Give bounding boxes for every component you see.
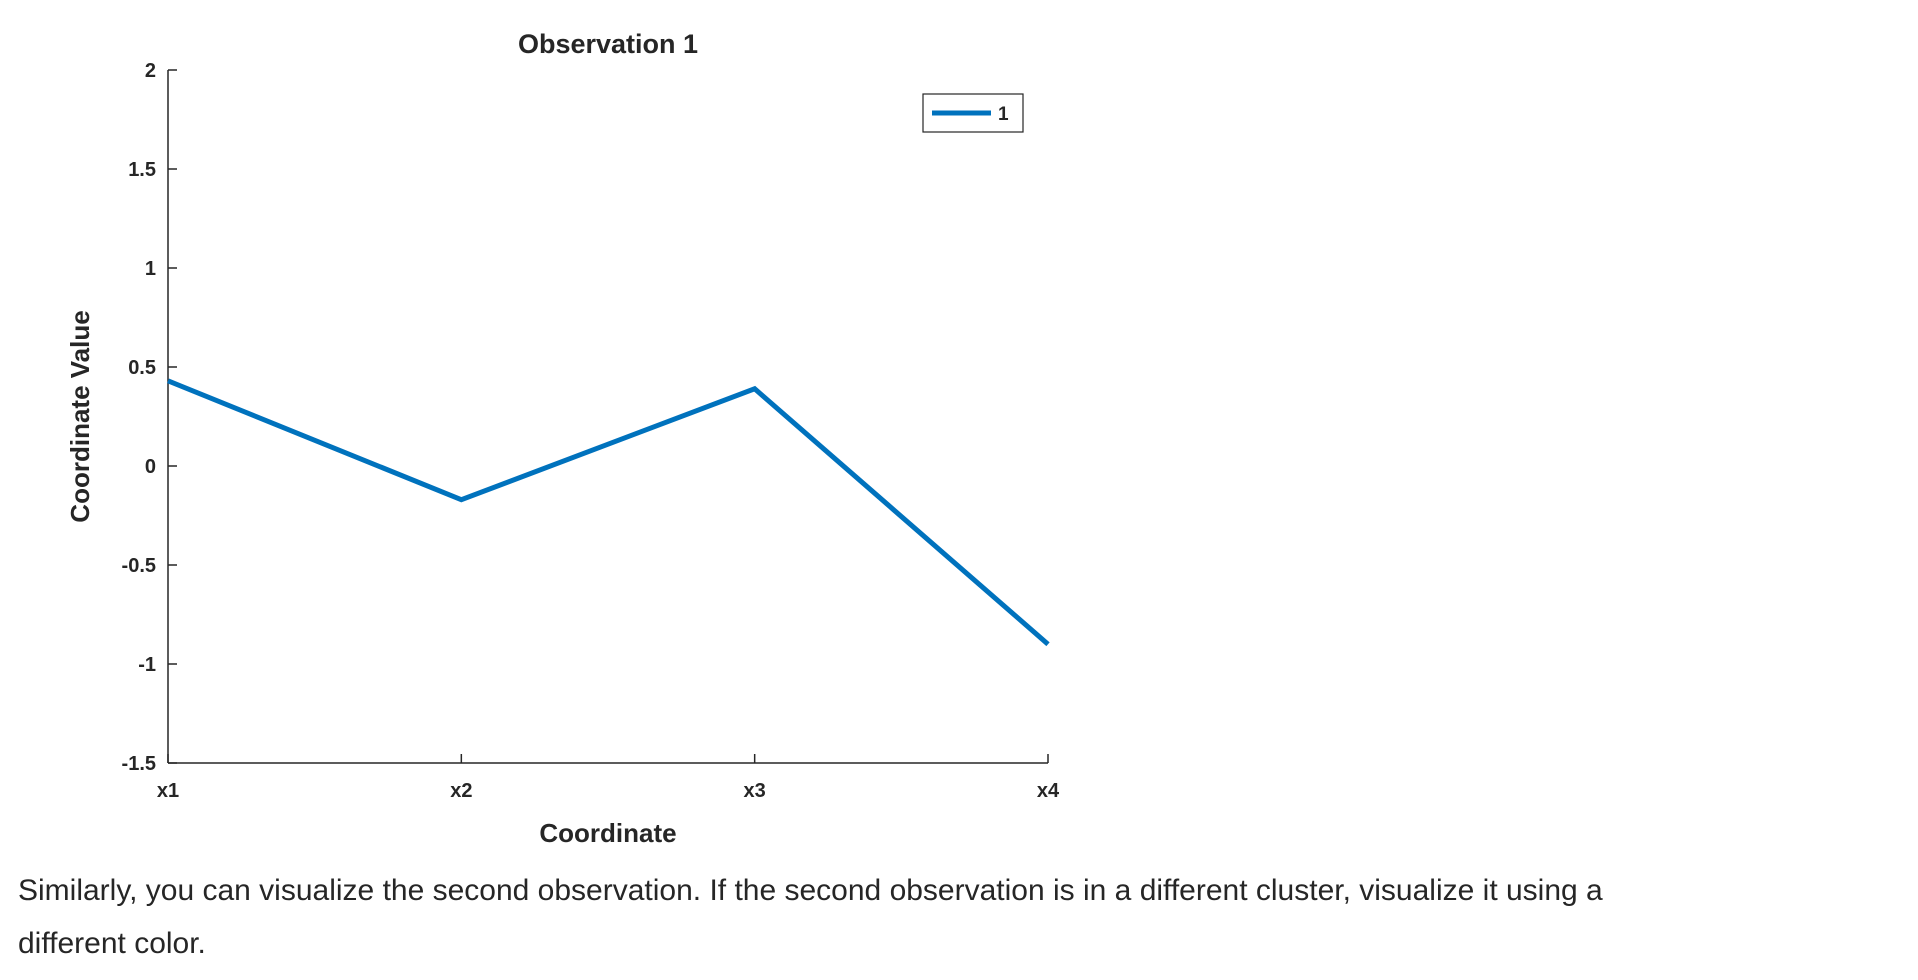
series-line (167, 378, 1050, 647)
x-tick-label: x3 (744, 780, 766, 802)
x-axis-label: Coordinate (539, 818, 676, 848)
y-tick-label: 1 (145, 258, 156, 280)
y-tick-label: 1.5 (128, 159, 156, 181)
series (167, 378, 1050, 647)
y-tick-label: 2 (145, 60, 156, 82)
x-tick-label: x2 (450, 780, 472, 802)
y-tick-label: -0.5 (122, 555, 156, 577)
y-tick-label: -1 (138, 654, 156, 676)
y-ticks: -1.5 -1 -0.5 0 0.5 1 1.5 2 (122, 60, 177, 775)
x-tick-label: x4 (1037, 780, 1060, 802)
y-tick-label: -1.5 (122, 753, 156, 775)
axes (167, 70, 1048, 764)
y-tick-label: 0.5 (128, 357, 156, 379)
x-tick-label: x1 (157, 780, 179, 802)
x-ticks: x1 x2 x3 x4 (157, 754, 1060, 802)
y-tick-label: 0 (145, 456, 156, 478)
legend-entry-1: 1 (998, 104, 1009, 125)
body-paragraph: Similarly, you can visualize the second … (18, 874, 1603, 960)
legend: 1 (922, 93, 1024, 133)
line-chart: -1.5 -1 -0.5 0 0.5 1 1.5 2 x1 x2 x3 x4 Observation… (65, 29, 1060, 848)
chart-title: Observation 1 (518, 29, 698, 59)
y-axis-label: Coordinate Value (65, 310, 95, 522)
